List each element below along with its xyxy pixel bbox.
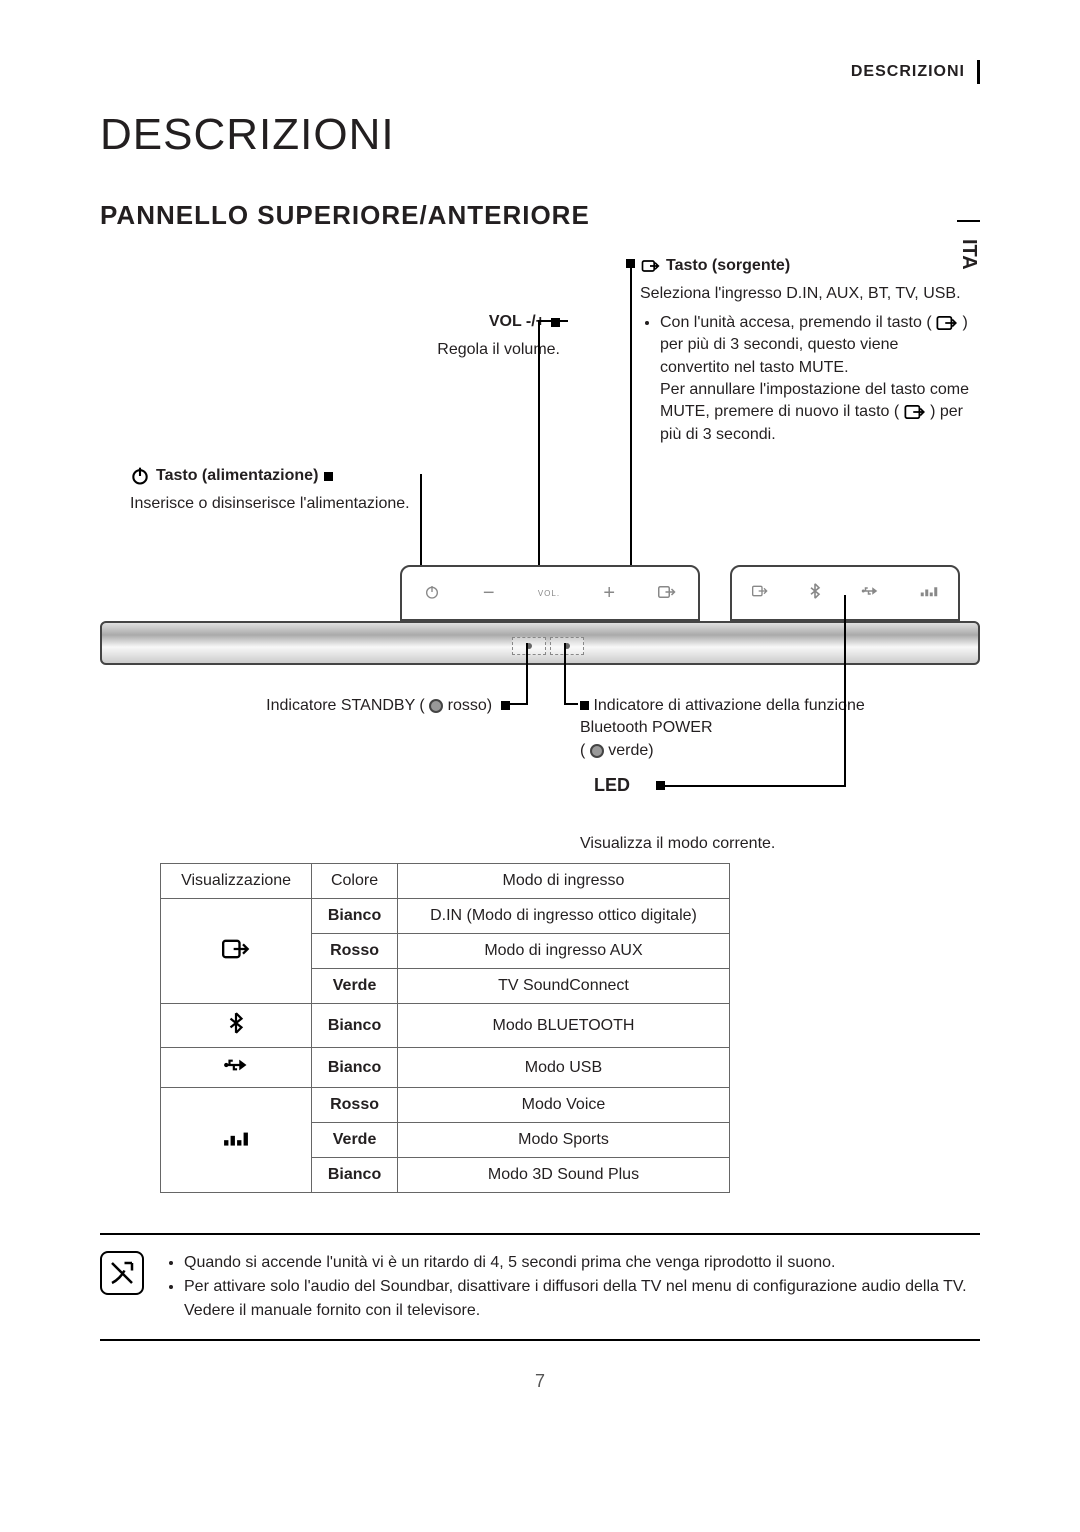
note-item: Per attivare solo l'audio del Soundbar, … [184,1275,980,1323]
source-icon [752,584,768,602]
table-cell: Bianco [312,1048,398,1088]
table-icon-cell [161,1004,312,1048]
callout-volume-title: VOL -/+ [489,311,545,333]
usb-icon [223,1061,249,1078]
callout-volume: VOL -/+ Regola il volume. [380,311,560,362]
table-cell: Bianco [312,899,398,934]
page-title: DESCRIZIONI [100,110,980,160]
page-number: 7 [100,1371,980,1392]
table-header: Colore [312,864,398,899]
bluetooth-icon [809,583,821,604]
table-header: Visualizzazione [161,864,312,899]
callout-standby: Indicatore STANDBY ( rosso) [190,695,510,717]
header-section-label: DESCRIZIONI [851,60,980,84]
led-mode-table: Visualizzazione Colore Modo di ingresso … [160,863,730,1193]
callout-power-title: Tasto (alimentazione) [156,465,318,487]
note-icon [100,1251,144,1295]
table-header: Modo di ingresso [397,864,729,899]
source-icon [658,585,676,602]
table-cell: Modo Voice [397,1088,729,1123]
control-panel-left: − VOL. + [400,565,700,621]
table-cell: Rosso [312,1088,398,1123]
volume-minus: − [483,582,495,605]
table-cell: Bianco [312,1158,398,1193]
section-title: PANNELLO SUPERIORE/ANTERIORE [100,200,980,231]
soundbar-illustration: − VOL. + [100,565,980,665]
leader-marker [324,472,333,481]
led-description: Visualizza il modo corrente. [580,835,980,853]
callout-bt-indicator: Indicatore di attivazione della funzione… [580,695,880,762]
source-icon [904,405,926,419]
sound-effect-icon [223,1134,249,1151]
table-cell: TV SoundConnect [397,969,729,1004]
sound-effect-icon [920,584,938,602]
led-dot-icon [429,699,443,713]
callout-power: Tasto (alimentazione) Inserisce o disins… [130,465,420,516]
table-cell: Modo di ingresso AUX [397,934,729,969]
callout-source-bullet: Con l'unità accesa, premendo il tasto ( … [660,312,970,446]
table-cell: Modo USB [397,1048,729,1088]
table-cell: Bianco [312,1004,398,1048]
led-section: Visualizza il modo corrente. Visualizzaz… [160,835,980,1193]
power-icon [424,584,440,603]
leader-marker [580,701,589,710]
callout-volume-body: Regola il volume. [380,339,560,361]
vol-label: VOL. [538,589,560,598]
usb-icon [861,584,879,603]
table-cell: Modo 3D Sound Plus [397,1158,729,1193]
callout-power-body: Inserisce o disinserisce l'alimentazione… [130,493,420,515]
source-icon [936,316,958,330]
note-item: Quando si accende l'unità vi è un ritard… [184,1251,980,1275]
table-cell: D.IN (Modo di ingresso ottico digitale) [397,899,729,934]
source-icon [222,947,250,964]
table-cell: Verde [312,1123,398,1158]
led-dot-icon [590,744,604,758]
table-icon-cell [161,899,312,1004]
table-cell: Verde [312,969,398,1004]
table-icon-cell [161,1088,312,1193]
table-cell: Modo BLUETOOTH [397,1004,729,1048]
callout-source: Tasto (sorgente) Seleziona l'ingresso D.… [640,255,970,450]
standby-led-slot [512,637,546,655]
callout-source-intro: Seleziona l'ingresso D.IN, AUX, BT, TV, … [640,283,970,305]
footer-notes: Quando si accende l'unità vi è un ritard… [100,1233,980,1341]
power-icon [130,466,150,486]
leader-marker [501,701,510,710]
table-icon-cell [161,1048,312,1088]
led-label: LED [594,773,630,798]
source-icon [640,256,660,276]
volume-plus: + [603,582,615,605]
bluetooth-icon [228,1021,244,1038]
table-cell: Modo Sports [397,1123,729,1158]
diagram: Tasto (sorgente) Seleziona l'ingresso D.… [100,255,980,815]
callout-source-title: Tasto (sorgente) [666,255,790,277]
bt-led-slot [550,637,584,655]
table-cell: Rosso [312,934,398,969]
